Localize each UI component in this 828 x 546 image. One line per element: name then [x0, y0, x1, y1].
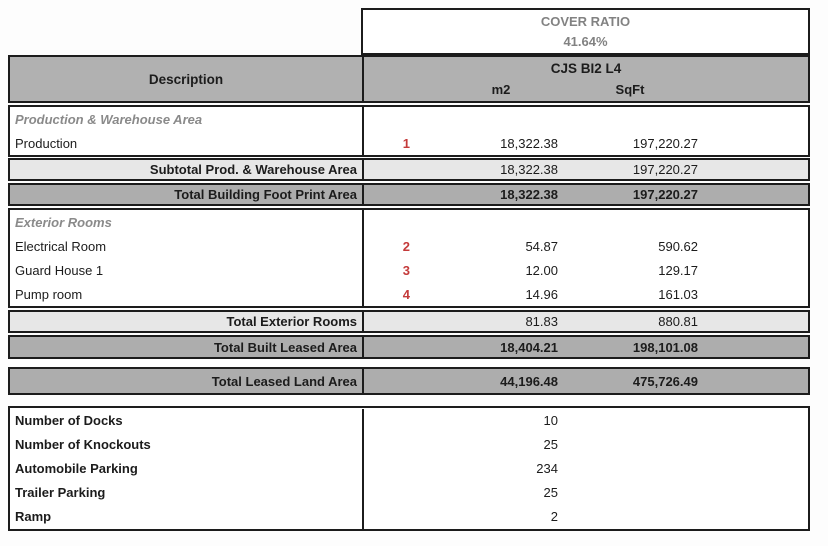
m2-value: 18,404.21	[500, 339, 558, 355]
m2-value: 18,322.38	[500, 162, 558, 177]
facility-label: Automobile Parking	[15, 461, 138, 476]
facility-label: Number of Docks	[15, 413, 123, 428]
grand-total-row: Total Leased Land Area 44,196.48 475,726…	[8, 367, 810, 395]
sqft-column-header: SqFt	[615, 82, 645, 97]
facility-row: Trailer Parking 25	[10, 480, 808, 505]
sqft-value: 161.03	[658, 286, 698, 302]
subtotal-row: Total Exterior Rooms 81.83 880.81	[8, 310, 810, 333]
facility-label: Number of Knockouts	[15, 437, 151, 452]
row-label: Total Leased Land Area	[211, 373, 357, 389]
table-row: Guard House 1 3 12.00 129.17	[10, 258, 808, 282]
row-label: Production	[15, 135, 78, 151]
row-label: Electrical Room	[15, 238, 107, 254]
facilities-table: Number of Docks 10 Number of Knockouts 2…	[8, 406, 810, 531]
area-table: Description CJS BI2 L4 m2 SqFt Productio…	[8, 55, 810, 397]
section-row: Production & Warehouse Area	[10, 107, 808, 131]
sqft-value: 880.81	[658, 314, 698, 329]
facility-row: Ramp 2	[10, 504, 808, 529]
subtotal-row: Subtotal Prod. & Warehouse Area 18,322.3…	[8, 158, 810, 181]
sqft-value: 197,220.27	[632, 135, 698, 151]
m2-value: 18,322.38	[500, 135, 558, 151]
section-label: Production & Warehouse Area	[15, 111, 203, 127]
row-label: Subtotal Prod. & Warehouse Area	[149, 162, 357, 177]
ref-column-spacer	[364, 79, 414, 100]
facility-value: 2	[550, 509, 558, 524]
facility-value: 10	[543, 413, 558, 428]
row-label: Total Built Leased Area	[213, 339, 357, 355]
section-row: Exterior Rooms	[10, 210, 808, 234]
m2-column-header: m2	[491, 82, 511, 97]
ref-number: 3	[402, 262, 410, 278]
m2-value: 81.83	[525, 314, 558, 329]
table-row: Pump room 4 14.96 161.03	[10, 282, 808, 306]
m2-value: 12.00	[525, 262, 558, 278]
sqft-value: 590.62	[658, 238, 698, 254]
area-table-header: Description CJS BI2 L4 m2 SqFt	[8, 55, 810, 103]
ref-number: 2	[402, 238, 410, 254]
ref-number: 1	[402, 135, 410, 151]
section-label: Exterior Rooms	[15, 214, 112, 230]
total-row: Total Building Foot Print Area 18,322.38…	[8, 183, 810, 206]
facility-row: Automobile Parking 234	[10, 456, 808, 481]
m2-value: 18,322.38	[500, 187, 558, 202]
sqft-value: 475,726.49	[632, 373, 698, 389]
row-label: Guard House 1	[15, 262, 104, 278]
facility-label: Trailer Parking	[15, 485, 106, 500]
facility-value: 25	[543, 437, 558, 452]
total-row: Total Built Leased Area 18,404.21 198,10…	[8, 335, 810, 359]
building-group-header: CJS BI2 L4	[550, 61, 622, 76]
facility-row: Number of Knockouts 25	[10, 432, 808, 457]
facility-row: Number of Docks 10	[10, 408, 808, 433]
row-label: Total Exterior Rooms	[226, 314, 357, 329]
row-label: Pump room	[15, 286, 83, 302]
sqft-value: 197,220.27	[632, 187, 698, 202]
exterior-rooms-group: Exterior Rooms Electrical Room 2 54.87 5…	[8, 208, 810, 308]
ref-number: 4	[402, 286, 410, 302]
cover-ratio-box: COVER RATIO 41.64%	[361, 8, 810, 55]
facility-value: 234	[536, 461, 558, 476]
row-label: Total Building Foot Print Area	[174, 187, 357, 202]
sqft-value: 129.17	[658, 262, 698, 278]
cover-ratio-value: 41.64%	[563, 33, 608, 49]
m2-value: 44,196.48	[500, 373, 558, 389]
sqft-value: 198,101.08	[632, 339, 698, 355]
m2-value: 54.87	[525, 238, 558, 254]
table-row: Electrical Room 2 54.87 590.62	[10, 234, 808, 258]
cover-ratio-title: COVER RATIO	[540, 13, 631, 29]
description-column-header: Description	[148, 71, 224, 87]
m2-value: 14.96	[525, 286, 558, 302]
production-warehouse-group: Production & Warehouse Area Production 1…	[8, 105, 810, 157]
sqft-value: 197,220.27	[632, 162, 698, 177]
facility-value: 25	[543, 485, 558, 500]
facility-label: Ramp	[15, 509, 52, 524]
table-row: Production 1 18,322.38 197,220.27	[10, 131, 808, 155]
